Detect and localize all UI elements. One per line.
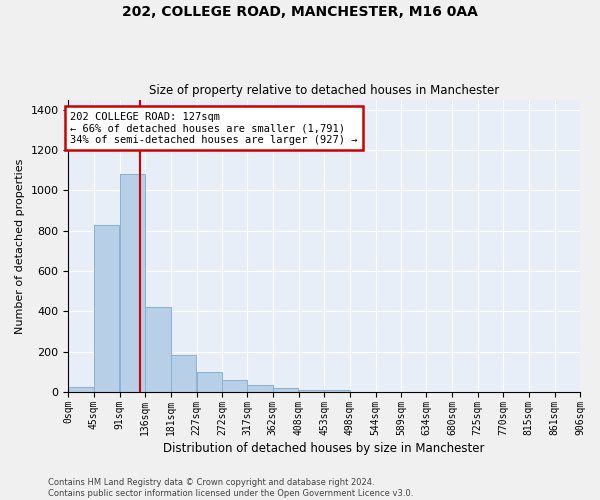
Bar — [197, 372, 222, 392]
Bar — [222, 380, 247, 392]
Bar — [145, 308, 170, 392]
Bar — [68, 387, 94, 392]
Bar — [120, 174, 145, 392]
Bar — [299, 390, 324, 392]
Bar — [247, 385, 273, 392]
Text: 202, COLLEGE ROAD, MANCHESTER, M16 0AA: 202, COLLEGE ROAD, MANCHESTER, M16 0AA — [122, 5, 478, 19]
Text: 202 COLLEGE ROAD: 127sqm
← 66% of detached houses are smaller (1,791)
34% of sem: 202 COLLEGE ROAD: 127sqm ← 66% of detach… — [70, 112, 358, 145]
Bar — [94, 224, 119, 392]
Bar — [170, 355, 196, 392]
X-axis label: Distribution of detached houses by size in Manchester: Distribution of detached houses by size … — [163, 442, 485, 455]
Title: Size of property relative to detached houses in Manchester: Size of property relative to detached ho… — [149, 84, 499, 97]
Text: Contains HM Land Registry data © Crown copyright and database right 2024.
Contai: Contains HM Land Registry data © Crown c… — [48, 478, 413, 498]
Bar — [273, 388, 298, 392]
Bar — [324, 390, 350, 392]
Y-axis label: Number of detached properties: Number of detached properties — [15, 158, 25, 334]
